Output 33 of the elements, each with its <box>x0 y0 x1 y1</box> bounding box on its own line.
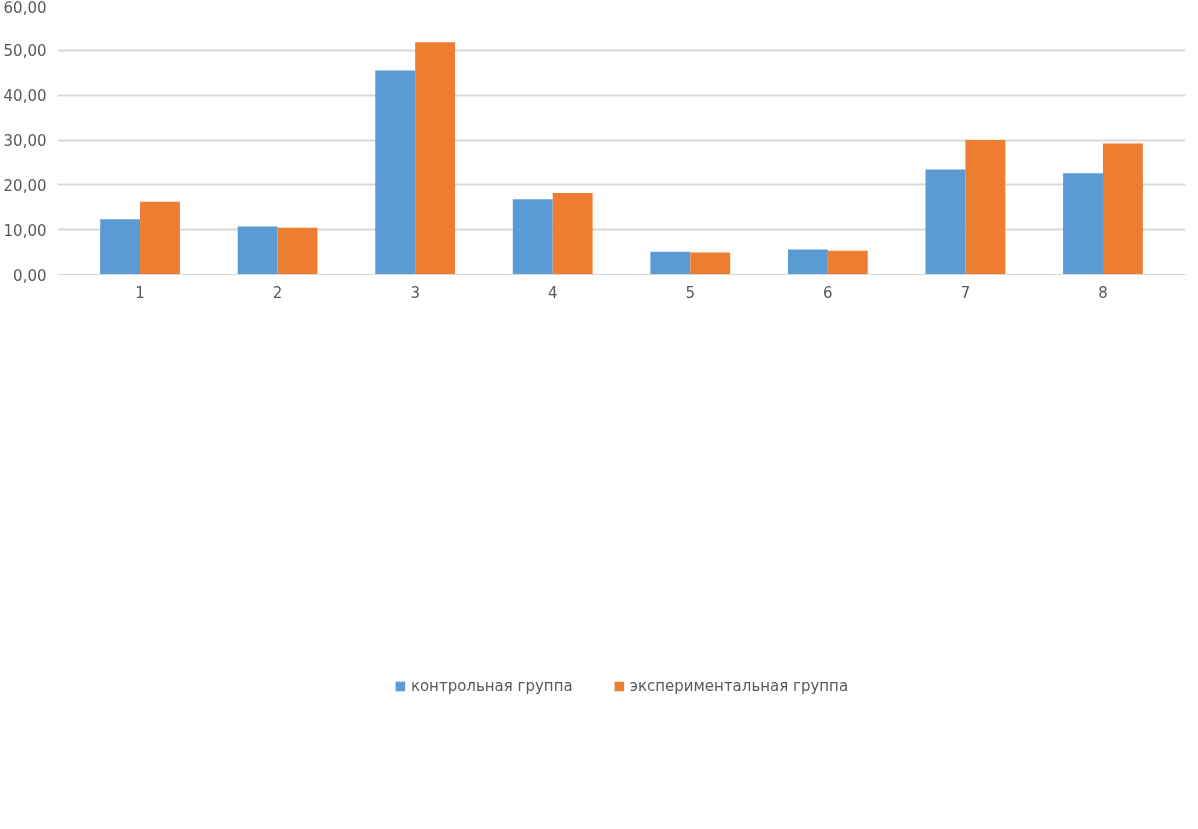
x-tick-label: 2 <box>272 283 283 302</box>
bar <box>552 192 593 275</box>
bar <box>277 227 318 275</box>
y-tick-label: 50,00 <box>3 42 47 61</box>
bar <box>1102 143 1143 275</box>
bar <box>1063 173 1103 275</box>
bar <box>237 226 278 275</box>
bar <box>375 70 416 275</box>
bar <box>965 140 1006 275</box>
bar <box>100 219 141 275</box>
legend-label: экспериментальная группа <box>629 676 849 695</box>
y-tick-label: 0,00 <box>13 266 47 285</box>
bar <box>827 250 868 275</box>
x-tick-label: 4 <box>547 283 558 302</box>
bar <box>415 42 456 275</box>
bar <box>925 169 966 275</box>
bar <box>650 251 691 275</box>
bar <box>512 199 553 275</box>
x-tick-label: 3 <box>410 283 420 302</box>
x-tick-label: 1 <box>135 283 145 302</box>
y-tick-label: 30,00 <box>3 132 47 150</box>
x-tick-label: 8 <box>1098 283 1108 302</box>
legend-label: контрольная группа <box>410 676 573 695</box>
x-tick-label: 5 <box>685 283 696 302</box>
bar <box>140 201 180 275</box>
x-tick-label: 7 <box>960 283 971 302</box>
bar <box>690 252 731 275</box>
bar <box>787 249 828 275</box>
y-tick-label: 60,00 <box>3 0 47 17</box>
y-tick-label: 10,00 <box>3 221 47 240</box>
y-tick-label: 20,00 <box>3 176 47 195</box>
x-tick-label: 6 <box>823 283 833 302</box>
y-tick-label: 40,00 <box>3 87 47 106</box>
